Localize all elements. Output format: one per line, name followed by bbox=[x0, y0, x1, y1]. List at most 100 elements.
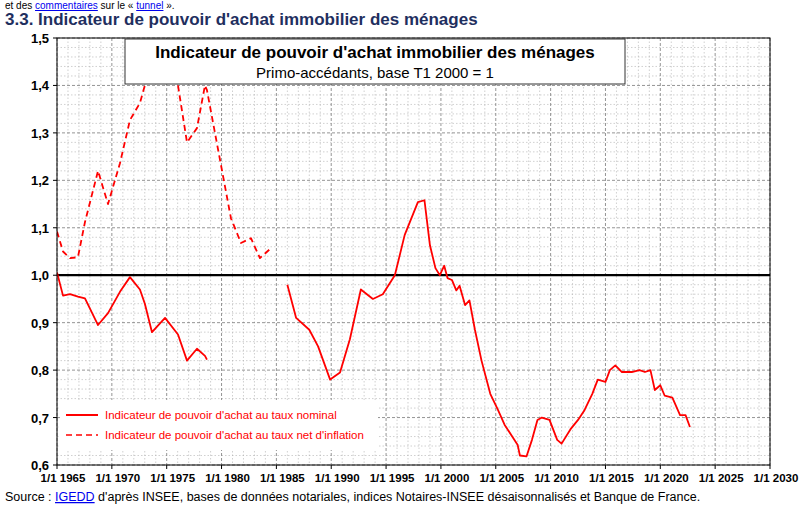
minor-grid-x bbox=[737, 38, 738, 465]
minor-grid-y bbox=[57, 208, 770, 209]
plot-background bbox=[57, 38, 770, 465]
x-tick-label: 1/1 2010 bbox=[534, 472, 579, 484]
minor-grid-y bbox=[57, 341, 770, 342]
minor-grid-y bbox=[57, 332, 770, 333]
minor-grid-x bbox=[726, 38, 727, 465]
series-line bbox=[57, 85, 270, 258]
minor-grid-y bbox=[57, 199, 770, 200]
x-tick-label: 1/1 2030 bbox=[754, 472, 799, 484]
minor-grid-y bbox=[57, 161, 770, 162]
y-tick-label: 0,8 bbox=[31, 363, 49, 378]
y-tick-label: 0,6 bbox=[31, 458, 49, 473]
minor-grid-x bbox=[506, 38, 507, 465]
major-grid-x bbox=[550, 38, 551, 465]
x-tick bbox=[550, 465, 551, 469]
minor-grid-x bbox=[408, 38, 409, 465]
x-tick-label: 1/1 2000 bbox=[425, 472, 470, 484]
minor-grid-y bbox=[57, 265, 770, 266]
y-tick-label: 1,2 bbox=[31, 173, 49, 188]
chart-subtitle: Primo-accédants, base T1 2000 = 1 bbox=[256, 64, 494, 81]
title-box: Indicateur de pouvoir d'achat immobilier… bbox=[125, 39, 625, 84]
x-tick bbox=[660, 465, 661, 469]
y-tick bbox=[53, 370, 57, 371]
major-grid-x bbox=[605, 38, 606, 465]
major-grid-y bbox=[57, 85, 770, 86]
minor-grid-x bbox=[429, 38, 430, 465]
x-tick bbox=[495, 465, 496, 469]
minor-grid-y bbox=[57, 389, 770, 390]
minor-grid-y bbox=[57, 113, 770, 114]
x-tick-label: 1/1 2020 bbox=[644, 472, 689, 484]
major-grid-x bbox=[660, 38, 661, 465]
legend-label: Indicateur de pouvoir d'achat au taux ne… bbox=[105, 429, 364, 441]
y-tick-label: 1,1 bbox=[31, 221, 49, 236]
minor-grid-x bbox=[638, 38, 639, 465]
major-grid-y bbox=[57, 370, 770, 371]
major-grid-x bbox=[715, 38, 716, 465]
grid bbox=[57, 38, 770, 465]
title-box-frame bbox=[125, 39, 625, 84]
y-tick-label: 1,3 bbox=[31, 126, 49, 141]
minor-grid-x bbox=[451, 38, 452, 465]
minor-grid-x bbox=[693, 38, 694, 465]
major-grid-y bbox=[57, 227, 770, 228]
x-tick-label: 1/1 1975 bbox=[150, 472, 195, 484]
minor-grid-y bbox=[57, 360, 770, 361]
x-tick bbox=[605, 465, 606, 469]
minor-grid-y bbox=[57, 142, 770, 143]
legend-swatch bbox=[66, 414, 98, 416]
x-tick bbox=[386, 465, 387, 469]
minor-grid-x bbox=[528, 38, 529, 465]
minor-grid-y bbox=[57, 123, 770, 124]
minor-grid-x bbox=[616, 38, 617, 465]
x-tick-label: 1/1 2005 bbox=[479, 472, 524, 484]
minor-grid-x bbox=[594, 38, 595, 465]
baseline bbox=[57, 274, 770, 276]
link-text: IGEDD bbox=[55, 490, 95, 504]
minor-grid-x bbox=[484, 38, 485, 465]
x-tick bbox=[331, 465, 332, 469]
minor-grid-x bbox=[473, 38, 474, 465]
minor-grid-y bbox=[57, 218, 770, 219]
x-tick bbox=[221, 465, 222, 469]
major-grid-y bbox=[57, 322, 770, 323]
x-tick bbox=[770, 465, 771, 469]
y-tick bbox=[53, 38, 57, 39]
x-tick bbox=[440, 465, 441, 469]
series-line bbox=[57, 200, 690, 456]
minor-grid-y bbox=[57, 170, 770, 171]
minor-grid-x bbox=[561, 38, 562, 465]
source-line: Source : IGEDD d'après INSEE, bases de d… bbox=[5, 490, 700, 504]
minor-grid-y bbox=[57, 246, 770, 247]
y-tick-label: 1,0 bbox=[31, 268, 49, 283]
minor-grid-x bbox=[748, 38, 749, 465]
x-tick-label: 1/1 1995 bbox=[370, 472, 415, 484]
minor-grid-y bbox=[57, 398, 770, 399]
x-tick bbox=[715, 465, 716, 469]
minor-grid-y bbox=[57, 104, 770, 105]
minor-grid-y bbox=[57, 294, 770, 295]
x-tick-label: 1/1 1970 bbox=[95, 472, 140, 484]
legend: Indicateur de pouvoir d'achat au taux no… bbox=[60, 400, 378, 450]
major-grid-y bbox=[57, 275, 770, 276]
minor-grid-x bbox=[671, 38, 672, 465]
plot-frame bbox=[57, 38, 770, 465]
legend-background bbox=[60, 400, 378, 450]
x-tick-label: 1/1 2015 bbox=[589, 472, 634, 484]
x-tick bbox=[57, 465, 58, 469]
legend-swatch bbox=[66, 434, 98, 436]
y-tick-label: 1,5 bbox=[31, 31, 49, 46]
minor-grid-x bbox=[627, 38, 628, 465]
y-tick-label: 1,4 bbox=[31, 78, 50, 93]
minor-grid-y bbox=[57, 379, 770, 380]
y-tick bbox=[53, 465, 57, 466]
minor-grid-x bbox=[682, 38, 683, 465]
minor-grid-x bbox=[397, 38, 398, 465]
minor-grid-y bbox=[57, 455, 770, 456]
major-grid-y bbox=[57, 132, 770, 133]
chart-title: Indicateur de pouvoir d'achat immobilier… bbox=[155, 43, 595, 62]
chart-page: et des commentaires sur le « tunnel ».3.… bbox=[0, 0, 800, 509]
minor-grid-x bbox=[649, 38, 650, 465]
minor-grid-y bbox=[57, 351, 770, 352]
minor-grid-y bbox=[57, 189, 770, 190]
